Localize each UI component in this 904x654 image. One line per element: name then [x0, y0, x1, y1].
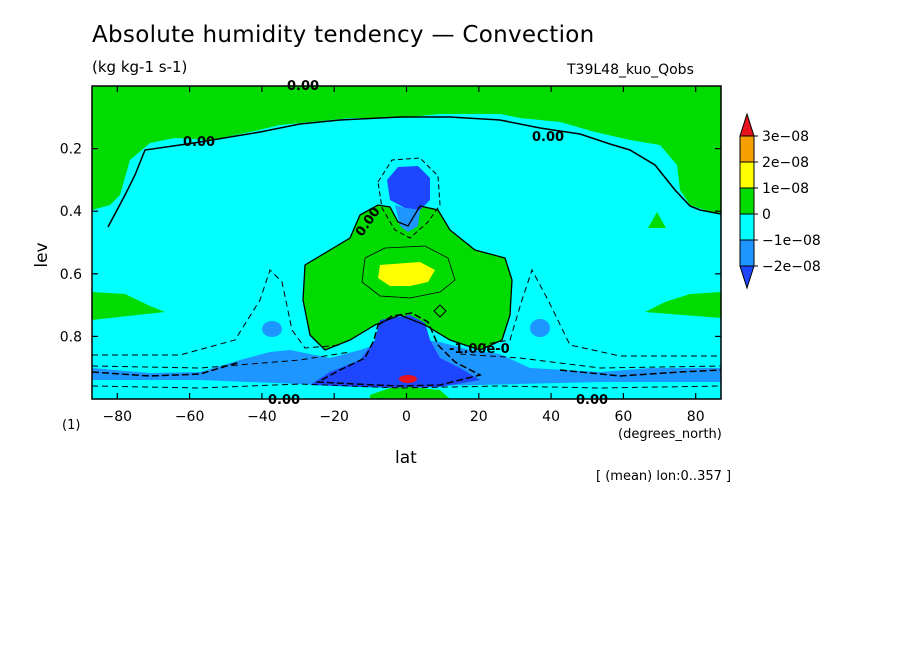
black-dashed-lower-band [92, 361, 721, 377]
colorbar-swatch [739, 187, 755, 215]
thin-yellow-outline [361, 245, 456, 299]
x-tick-label: 0 [402, 409, 411, 425]
y-axis: 0.2 0.4 0.6 0.8 [60, 142, 721, 345]
small-diamond-contour [433, 304, 447, 318]
contour-label: 0.00 [532, 130, 564, 145]
x-axis-label: lat [395, 448, 417, 468]
contour-label: -1.00e-0 [449, 342, 510, 357]
run-id-label: T39L48_kuo_Qobs [567, 62, 694, 78]
x-tick-label: −20 [319, 409, 349, 425]
dashed-contour-lower [92, 351, 721, 369]
colorbar: 3e−08 2e−08 1e−08 0 −1e−08 −2e−08 [739, 112, 821, 290]
colorbar-label: 1e−08 [762, 181, 809, 197]
y-tick-label: 0.8 [60, 329, 82, 345]
colorbar-label: 2e−08 [762, 155, 809, 171]
green-triangle-right [648, 212, 666, 228]
zero-contour-upper [107, 116, 721, 228]
y-tick-label: 0.6 [60, 267, 82, 283]
contour-label: 0.00 [576, 393, 608, 408]
filled-contours [92, 86, 721, 399]
dashed-upper-blob [377, 157, 441, 239]
dashed-contour-right [479, 268, 721, 357]
upper-green-region [92, 86, 721, 214]
green-patch-left [92, 292, 165, 320]
y-tick-label: 0.2 [60, 142, 82, 158]
upper-light-blue-ring [395, 205, 420, 232]
green-patch-right [645, 292, 721, 318]
x-tick-label: −40 [247, 409, 277, 425]
contour-label: 0.00 [268, 393, 300, 408]
x-axis-units: (degrees_north) [618, 427, 722, 442]
chart-title: Absolute humidity tendency — Convection [92, 22, 595, 48]
x-tick-label: 80 [687, 409, 705, 425]
y-axis-label: lev [32, 242, 52, 267]
yellow-core [378, 262, 435, 286]
colorbar-label: −2e−08 [762, 259, 821, 275]
x-axis: −80 −60 −40 −20 0 20 40 60 80 [103, 86, 705, 425]
averaging-note: [ (mean) lon:0..357 ] [596, 469, 732, 484]
colorbar-min-arrow [739, 265, 755, 290]
colorbar-swatch [739, 239, 755, 267]
surface-red-spot [399, 375, 417, 383]
upper-blue-blob [387, 166, 430, 210]
black-lower-core-outline [315, 312, 483, 387]
colorbar-label: 0 [762, 207, 771, 223]
x-tick-label: −60 [175, 409, 205, 425]
colorbar-max-arrow [739, 112, 755, 137]
frame-index: (1) [62, 418, 80, 433]
colorbar-swatch [739, 135, 755, 163]
zero-contour-mid [302, 204, 513, 351]
x-tick-label: 40 [542, 409, 560, 425]
colorbar-label: −1e−08 [762, 233, 821, 249]
colorbar-swatch [739, 213, 755, 241]
contour-label: 0.00 [183, 135, 215, 150]
colorbar-swatch [739, 161, 755, 189]
x-tick-label: 20 [470, 409, 488, 425]
lower-dark-blue-core [310, 315, 480, 388]
colorbar-label: 3e−08 [762, 129, 809, 145]
surface-green-strip [370, 387, 450, 399]
y-tick-label: 0.4 [60, 204, 82, 220]
x-tick-label: −80 [103, 409, 133, 425]
blue-patch-left [262, 321, 282, 337]
dashed-contour-left [92, 269, 341, 356]
x-tick-label: 60 [614, 409, 632, 425]
blue-patch-right [530, 319, 550, 337]
contour-lines [92, 116, 721, 389]
units-label: (kg kg-1 s-1) [92, 58, 188, 76]
